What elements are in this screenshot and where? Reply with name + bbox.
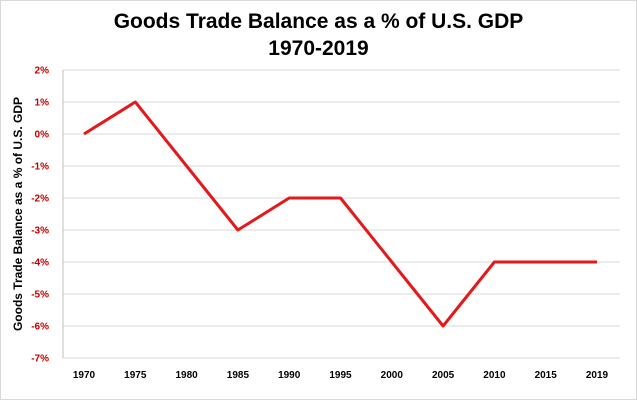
y-tick-labels: 2% 1% 0% -1% -2% -3% -4% -5% -6% -7% <box>31 66 49 365</box>
y-tick-label: -4% <box>31 258 49 269</box>
x-tick-label: 1980 <box>175 370 198 381</box>
series-line <box>83 100 597 328</box>
y-tick-label: -3% <box>31 226 49 237</box>
x-tick-label: 2010 <box>483 370 506 381</box>
series-lines <box>83 100 597 328</box>
y-tick-label: 0% <box>35 130 50 141</box>
y-tick-label: -6% <box>31 322 49 333</box>
y-tick-label: -2% <box>31 194 49 205</box>
x-tick-label: 2005 <box>432 370 455 381</box>
x-tick-label: 1995 <box>329 370 352 381</box>
x-tick-label: 1975 <box>124 370 147 381</box>
x-tick-label: 1985 <box>227 370 250 381</box>
x-tick-label: 1990 <box>278 370 301 381</box>
y-tick-label: -7% <box>31 354 49 365</box>
x-tick-label: 2000 <box>381 370 404 381</box>
chart-title: Goods Trade Balance as a % of U.S. GDP <box>113 10 524 33</box>
gridlines <box>62 69 620 359</box>
x-tick-label: 2015 <box>535 370 558 381</box>
y-tick-label: 1% <box>35 98 50 109</box>
y-tick-label: -5% <box>31 290 49 301</box>
y-tick-label: -1% <box>31 162 49 173</box>
x-tick-label: 2019 <box>586 370 609 381</box>
x-tick-label: 1970 <box>73 370 96 381</box>
y-tick-label: 2% <box>35 66 50 77</box>
chart-subtitle: 1970-2019 <box>268 37 369 60</box>
x-tick-labels: 1970 1975 1980 1985 1990 1995 2000 2005 2010 2015… <box>73 370 609 381</box>
